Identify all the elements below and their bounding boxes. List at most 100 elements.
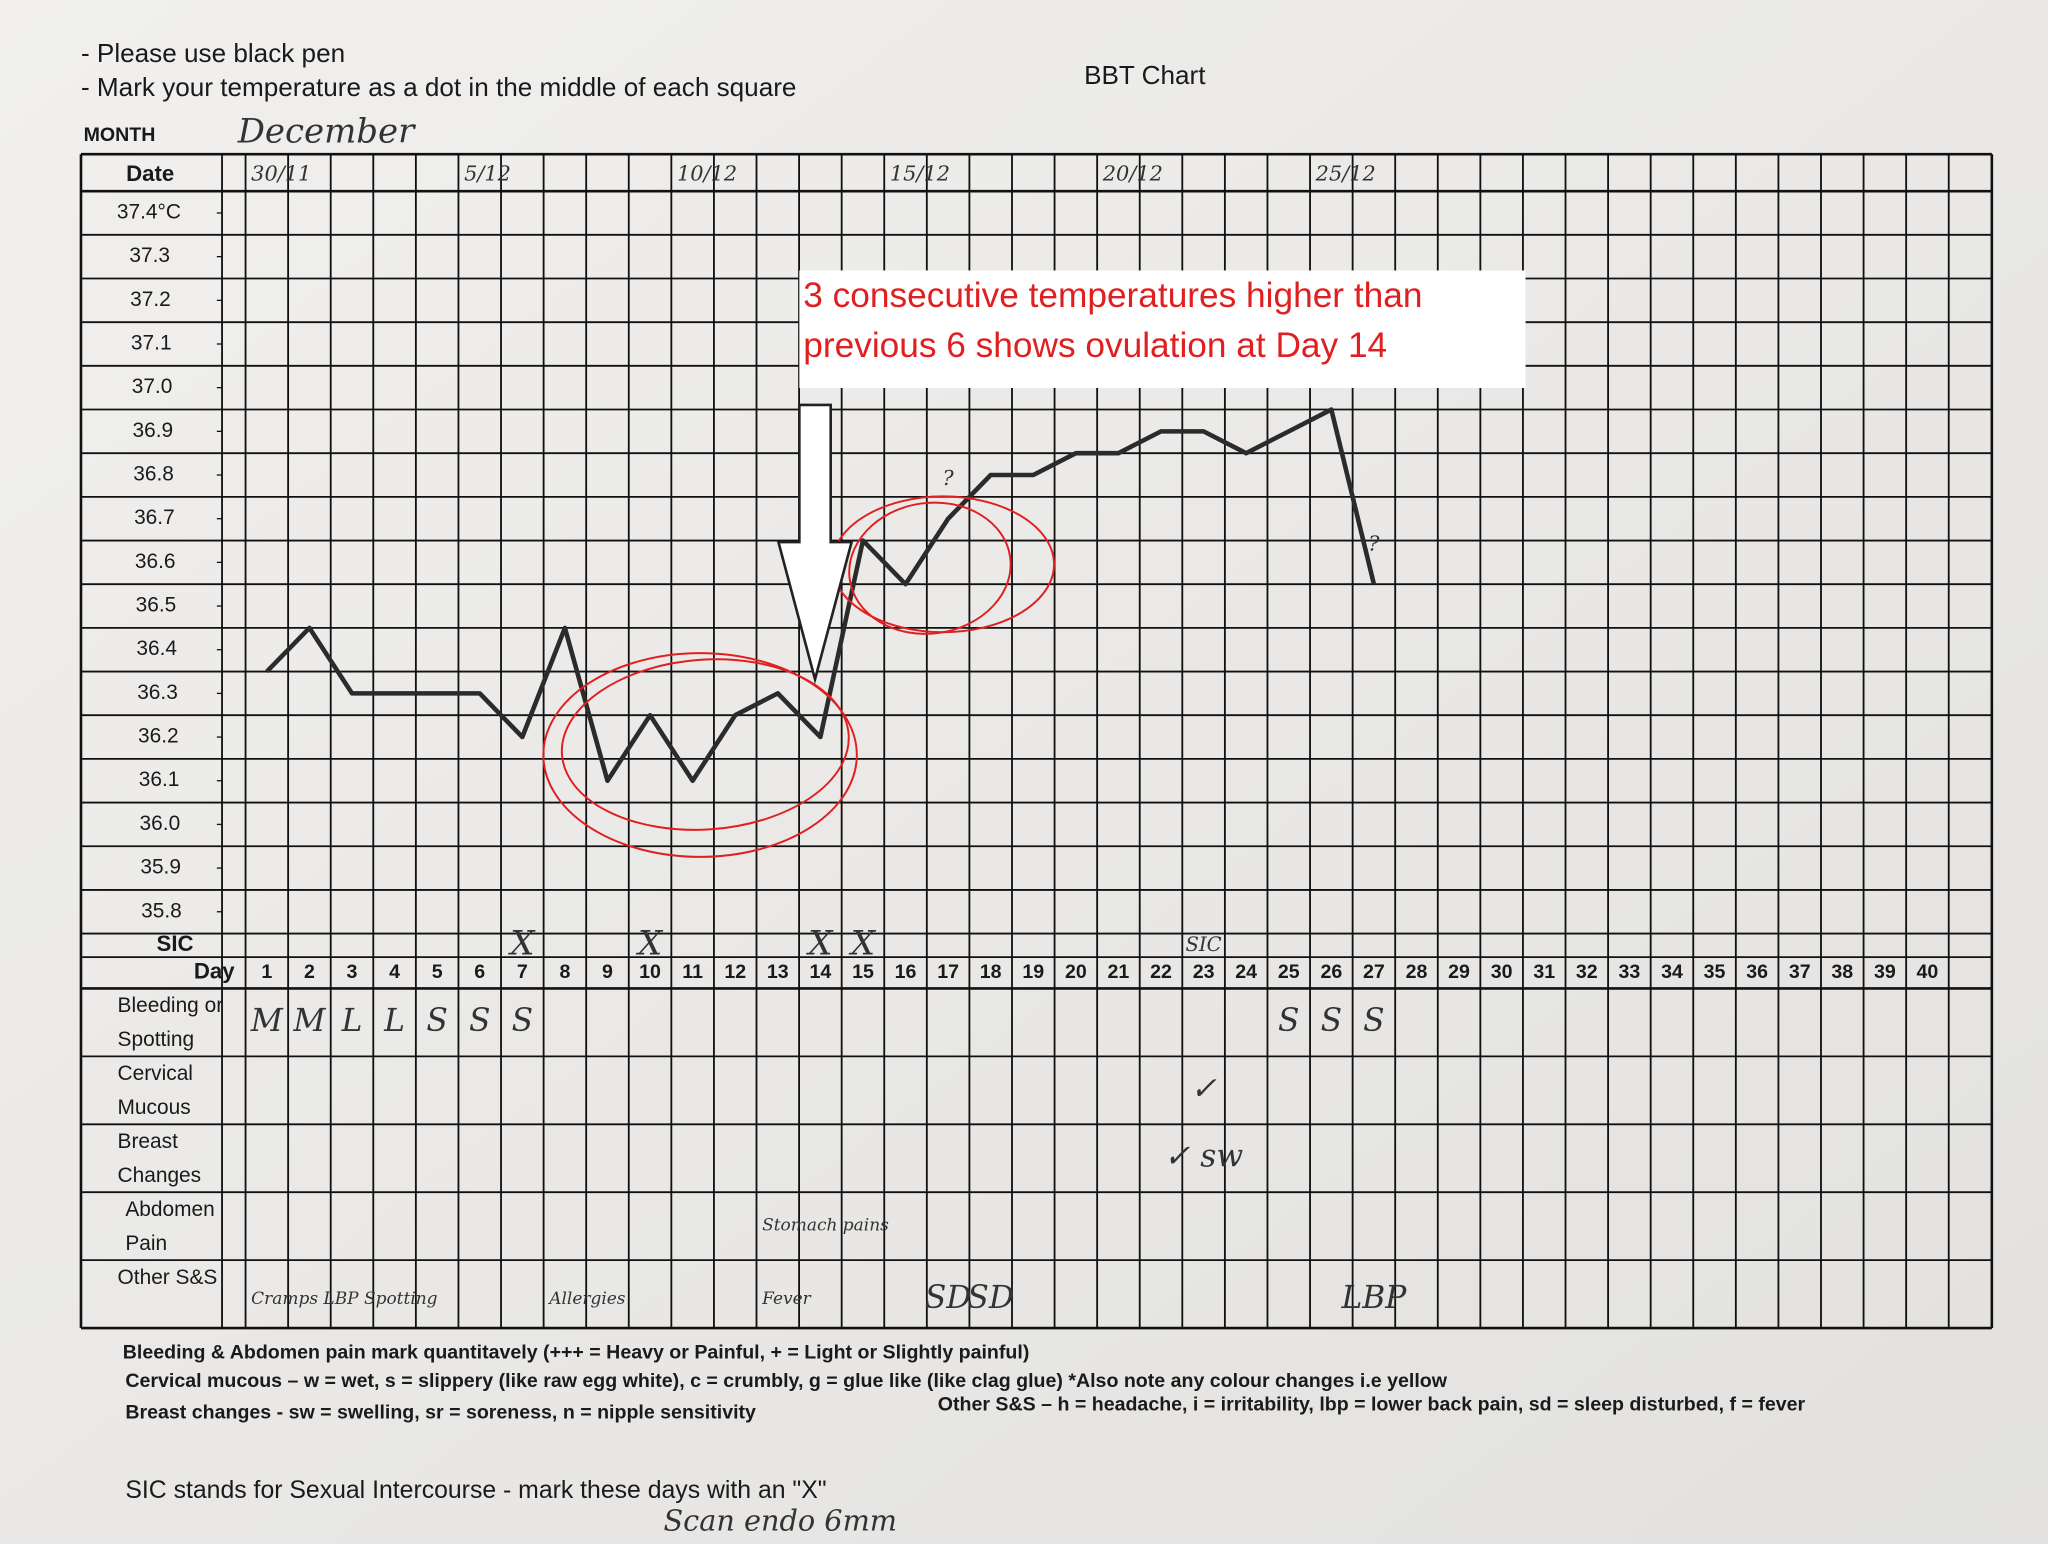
row-entry: ✓ sw (1164, 1139, 1243, 1175)
row-entry: M (250, 1003, 284, 1039)
day-number: 25 (1278, 961, 1300, 983)
annotation: previous 6 shows ovulation at Day 14 (803, 326, 1387, 365)
day-number: 24 (1235, 961, 1257, 983)
row-entry: S (512, 1003, 533, 1039)
temp-label: 35.9 (140, 856, 181, 879)
day-number: 7 (517, 961, 528, 983)
temp-label: 37.4°C (117, 200, 181, 223)
day-number: 40 (1917, 961, 1939, 983)
day-number: 27 (1363, 961, 1385, 983)
row-label: Cervical (118, 1062, 193, 1085)
key: Breast changes - sw = swelling, sr = sor… (125, 1401, 756, 1423)
temp-note: ? (1368, 532, 1380, 556)
month: December (237, 111, 416, 151)
date-label: Date (126, 161, 174, 186)
day-number: 33 (1618, 961, 1640, 983)
temp-label: 36.5 (136, 594, 177, 617)
temp-note: ? (943, 466, 955, 490)
row-label: Pain (125, 1232, 167, 1255)
day-number: 38 (1831, 961, 1853, 983)
row-entry: ✓ (1190, 1071, 1216, 1107)
row-label: Changes (118, 1164, 202, 1187)
highlight-circles (542, 495, 1056, 858)
sic-mark: X (805, 923, 834, 963)
temp-label: 36.9 (132, 419, 173, 442)
row-entry: S (1278, 1003, 1299, 1039)
day-number: 1 (261, 961, 272, 983)
row-entry: LBP (1340, 1280, 1407, 1316)
arrow (776, 403, 854, 685)
day-number: 14 (809, 961, 831, 983)
sic-label: SIC (157, 931, 194, 956)
day-number: 8 (559, 961, 570, 983)
day-number: 39 (1874, 961, 1896, 983)
sic-mark: X (635, 923, 664, 963)
row-entry: S (469, 1003, 490, 1039)
day-label: Day (194, 959, 235, 984)
row-entry: Stomach pains (762, 1216, 889, 1236)
date: 5/12 (464, 162, 511, 186)
day-number: 18 (980, 961, 1002, 983)
date: 15/12 (890, 162, 950, 186)
day-number: 26 (1320, 961, 1342, 983)
day-number: 32 (1576, 961, 1598, 983)
row-entry: SD (925, 1280, 972, 1316)
day-number: 11 (682, 961, 703, 983)
key: Bleeding & Abdomen pain mark quantitavel… (123, 1341, 1030, 1363)
temp-label: 36.6 (135, 550, 176, 573)
day-number: 3 (347, 961, 358, 983)
day-number: 30 (1491, 961, 1513, 983)
day-number: 12 (724, 961, 746, 983)
date: 30/11 (251, 162, 311, 186)
row-label: Breast (118, 1130, 179, 1153)
date: 20/12 (1102, 162, 1163, 186)
instruction: - Mark your temperature as a dot in the … (81, 72, 796, 102)
day-number: 9 (602, 961, 613, 983)
temp-label: 36.7 (134, 506, 175, 529)
temp-label: 37.3 (129, 244, 170, 267)
day-number: 6 (474, 961, 485, 983)
temp-label: 37.1 (131, 332, 172, 355)
day-number: 36 (1746, 961, 1768, 983)
day-number: 34 (1661, 961, 1683, 983)
day-number: 37 (1789, 961, 1811, 983)
temp-label: 36.1 (139, 768, 180, 791)
day-number: 2 (304, 961, 315, 983)
sic-mark: X (507, 923, 536, 963)
day-number: 5 (432, 961, 443, 983)
key: Other S&S – h = headache, i = irritabili… (938, 1394, 1806, 1416)
temperature-line (265, 407, 1377, 784)
row-label: Other S&S (118, 1266, 218, 1289)
day-number: 16 (895, 961, 917, 983)
row-label: Abdomen (125, 1198, 214, 1221)
day-number: 31 (1533, 961, 1555, 983)
temp-label: 36.0 (140, 812, 181, 835)
title: BBT Chart (1084, 60, 1206, 90)
day-number: 15 (852, 961, 874, 983)
row-entry: S (1363, 1003, 1384, 1039)
date: 25/12 (1315, 162, 1376, 186)
sic-mark: X (848, 923, 877, 963)
day-number: 29 (1448, 961, 1470, 983)
row-entry: Cramps LBP Spotting (251, 1289, 438, 1309)
row-entry: S (426, 1003, 447, 1039)
day-number: 21 (1108, 961, 1130, 983)
day-number: 17 (937, 961, 959, 983)
annotation: 3 consecutive temperatures higher than (803, 276, 1422, 315)
day-number: 19 (1022, 961, 1044, 983)
row-entry: M (292, 1003, 326, 1039)
row-entry: S (1321, 1003, 1342, 1039)
day-number: 23 (1193, 961, 1215, 983)
row-entry: SD (967, 1280, 1014, 1316)
day-number: 28 (1406, 961, 1428, 983)
sic-note: SIC stands for Sexual Intercourse - mark… (125, 1477, 826, 1504)
day-number: 13 (767, 961, 789, 983)
row-entry: Allergies (547, 1289, 626, 1309)
scan-note: Scan endo 6mm (664, 1504, 898, 1538)
temp-label: 37.2 (130, 288, 171, 311)
temp-label: 36.3 (137, 681, 178, 704)
annotation-box (799, 270, 1526, 388)
